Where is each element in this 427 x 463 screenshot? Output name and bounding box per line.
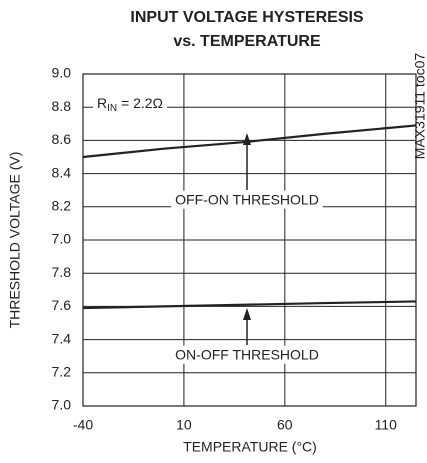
chart-subtitle: vs. TEMPERATURE [173, 33, 321, 50]
arrow-head [243, 308, 251, 320]
annotation-part: R [97, 95, 107, 111]
x-tick-label: 10 [176, 417, 192, 433]
annotation-sub: IN [107, 103, 117, 114]
y-tick-label: 8.8 [52, 98, 72, 114]
chart-title: INPUT VOLTAGE HYSTERESIS [130, 9, 364, 26]
upper-label-bg [171, 190, 323, 209]
x-axis-label: TEMPERATURE (°C) [183, 439, 317, 455]
lower-label-group: ON-OFF THRESHOLD [171, 345, 323, 364]
data-line [82, 300, 417, 310]
y-tick-label: 7.4 [52, 330, 72, 346]
upper-label-group: OFF-ON THRESHOLD [171, 190, 323, 209]
x-tick-label: -40 [73, 417, 93, 433]
y-tick-label: 7.2 [52, 364, 72, 380]
y-tick-label: 8.6 [52, 131, 72, 147]
lower-label-bg [171, 345, 323, 364]
y-tick-label: 8.2 [52, 198, 72, 214]
y-tick-label: 8.4 [52, 164, 72, 180]
annotation: RIN = 2.2Ω [97, 95, 163, 114]
y-tick-label: 7.6 [52, 297, 72, 313]
side-note: MAX31911 toc07 [412, 53, 427, 160]
arrow-head [243, 133, 251, 145]
annotation: OFF-ON THRESHOLD [175, 192, 319, 208]
rin-label-bg [93, 93, 168, 115]
rin-label-group: RIN = 2.2Ω [93, 93, 168, 115]
annotation-part: = 2.2Ω [117, 95, 163, 111]
plot-frame [82, 73, 417, 407]
x-tick-label: 60 [277, 417, 293, 433]
y-axis-label: THRESHOLD VOLTAGE (V) [7, 152, 23, 329]
x-tick-label: 110 [375, 417, 398, 433]
y-tick-label: 7.8 [52, 264, 72, 280]
y-tick-label: 9.0 [52, 65, 72, 81]
y-tick-label: 7.0 [52, 397, 72, 413]
y-tick-label: 7.0 [52, 231, 72, 247]
annotation: ON-OFF THRESHOLD [175, 347, 319, 363]
